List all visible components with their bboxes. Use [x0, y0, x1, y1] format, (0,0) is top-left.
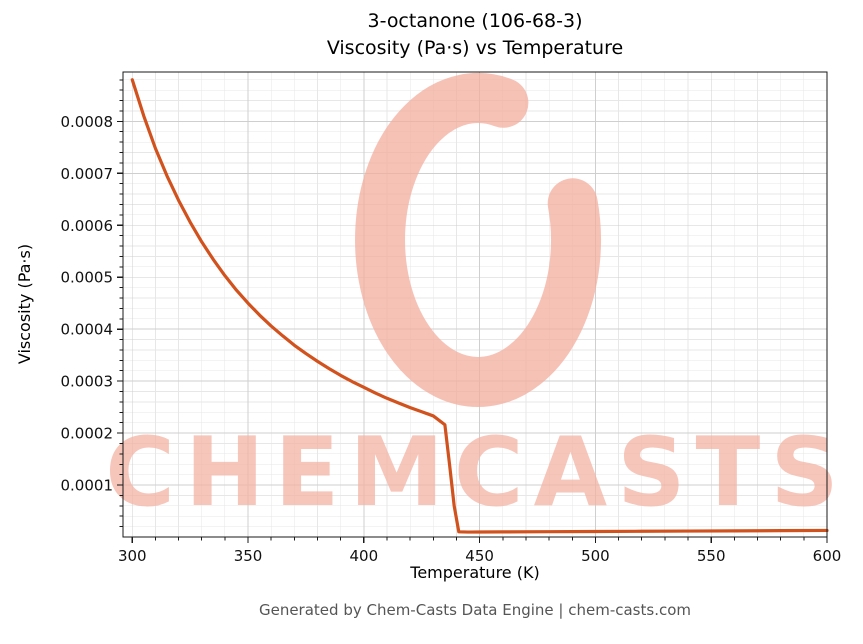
x-tick-label: 300 — [118, 547, 147, 565]
viscosity-curve — [130, 78, 829, 534]
x-tick-label: 600 — [813, 547, 842, 565]
axis-ticks — [117, 79, 828, 543]
footer-credit: Generated by Chem-Casts Data Engine | ch… — [258, 601, 692, 619]
title-line-1: 3-octanone (106-68-3) — [367, 10, 583, 32]
x-tick-label: 550 — [697, 547, 726, 565]
x-tick-label: 500 — [581, 547, 610, 565]
x-tick-label: 450 — [465, 547, 494, 565]
watermark: CHEMCASTS — [105, 72, 849, 528]
y-tick-label: 0.0005 — [61, 269, 114, 287]
y-tick-label: 0.0003 — [61, 373, 114, 391]
y-axis-label: Viscosity (Pa·s) — [15, 243, 34, 365]
y-tick-label: 0.0006 — [61, 217, 114, 235]
title-line-2: Viscosity (Pa·s) vs Temperature — [326, 37, 624, 59]
chart-title: 3-octanone (106-68-3) Viscosity (Pa·s) v… — [123, 8, 827, 62]
y-tick-label: 0.0001 — [61, 477, 114, 495]
tick-labels: 300 350 400 450 500 550 600 0.0001 0.0002 0.0003 0… — [61, 113, 842, 565]
watermark-text: CHEMCASTS — [105, 418, 849, 528]
x-tick-label: 350 — [234, 547, 263, 565]
watermark-logo-icon — [355, 72, 602, 407]
y-tick-label: 0.0004 — [61, 321, 114, 339]
x-axis-label: Temperature (K) — [410, 563, 540, 582]
x-tick-label: 400 — [350, 547, 379, 565]
y-tick-label: 0.0002 — [61, 425, 114, 443]
y-tick-label: 0.0007 — [61, 165, 114, 183]
axes-box — [122, 71, 828, 538]
y-tick-label: 0.0008 — [61, 113, 114, 131]
